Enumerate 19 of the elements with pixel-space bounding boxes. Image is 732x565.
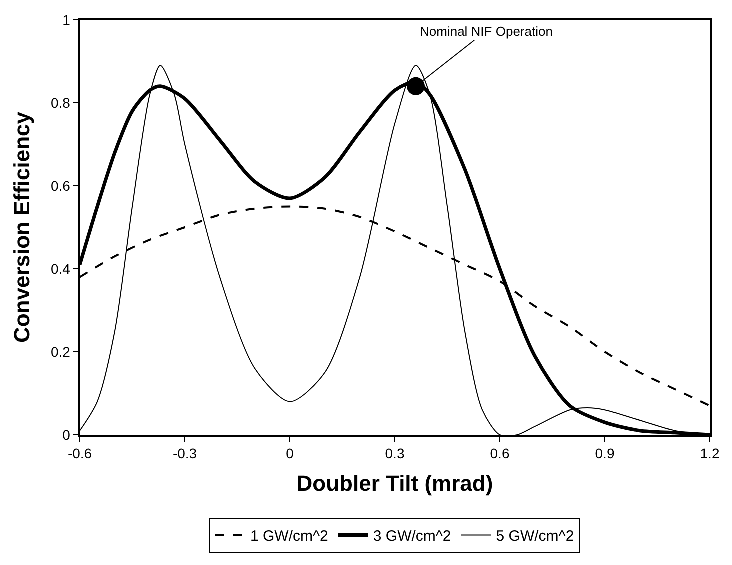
y-tick-label: 0.2 [50, 344, 71, 360]
x-tick-label: 0 [286, 446, 294, 462]
x-tick-label: 0.3 [385, 446, 405, 462]
x-tick-label: 0.6 [490, 446, 510, 462]
x-axis-title: Doubler Tilt (mrad) [296, 470, 494, 496]
x-tick-label: 0.9 [595, 446, 615, 462]
legend-label: 3 GW/cm^2 [373, 528, 452, 546]
y-tick-label: 0 [62, 426, 71, 443]
y-tick-label: 0.4 [50, 260, 71, 277]
y-tick-label: 0.8 [50, 94, 71, 111]
legend-label: 1 GW/cm^2 [250, 528, 328, 546]
y-tick-label: 0.6 [50, 178, 71, 194]
annotation: Nominal NIF Operation [420, 24, 553, 39]
x-tick-label: -0.6 [68, 446, 92, 462]
legend-label: 5 GW/cm^2 [496, 528, 574, 546]
x-tick-label: 1.2 [700, 446, 720, 462]
y-tick-label: 1 [62, 12, 71, 28]
y-axis-title: Conversion Efficiency [9, 111, 34, 344]
x-tick-label: -0.3 [172, 446, 198, 462]
